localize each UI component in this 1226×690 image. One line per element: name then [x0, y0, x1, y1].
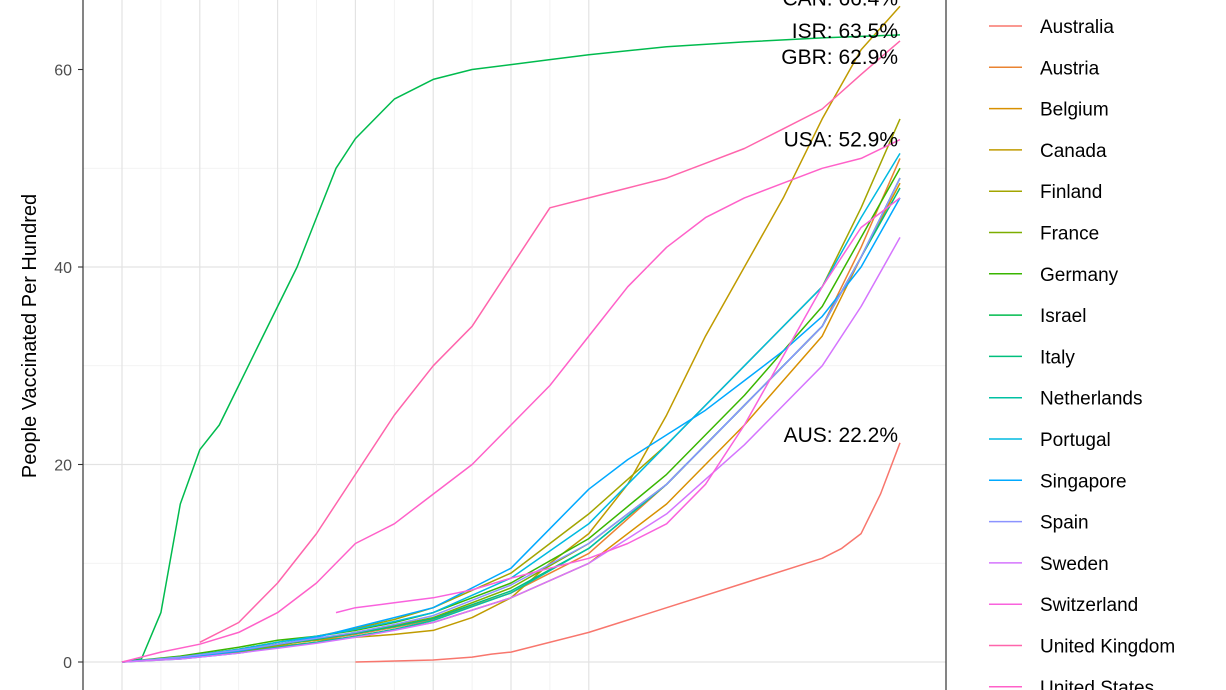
legend-label: Finland: [1040, 182, 1102, 203]
series-lines: [121, 5, 901, 663]
legend-label: United States: [1040, 678, 1154, 690]
series-line-australia: [355, 442, 901, 663]
y-tick-label: 20: [54, 458, 72, 475]
legend-label: Belgium: [1040, 100, 1109, 121]
series-line-switzerland: [335, 197, 901, 614]
series-line-portugal: [121, 153, 901, 663]
y-tick-label: 0: [63, 655, 72, 672]
series-line-united-states: [121, 138, 901, 663]
series-line-spain: [121, 177, 901, 663]
series-line-sweden: [121, 237, 901, 663]
series-end-label: AUS: 22.2%: [784, 424, 898, 447]
legend-label: Italy: [1040, 347, 1075, 368]
series-line-united-kingdom: [199, 40, 901, 643]
series-line-israel: [121, 34, 901, 663]
legend-label: Austria: [1040, 58, 1100, 79]
legend-label: Netherlands: [1040, 389, 1142, 410]
legend-label: United Kingdom: [1040, 637, 1175, 658]
legend-label: Germany: [1040, 265, 1119, 286]
y-tick-label: 40: [54, 260, 72, 277]
series-annotations: CAN: 66.4% ISR: 63.5% GBR: 62.9% USA: 52.9%…: [781, 0, 898, 447]
y-tick-label: 60: [54, 63, 72, 80]
legend-label: Spain: [1040, 513, 1089, 534]
series-end-label: USA: 52.9%: [784, 129, 898, 152]
legend-label: Sweden: [1040, 554, 1109, 575]
y-axis: 0 20 40 60: [54, 63, 83, 672]
legend: Australia Austria Belgium Canada Finland Fran…: [989, 17, 1175, 690]
legend-label: France: [1040, 224, 1099, 245]
series-end-label: ISR: 63.5%: [792, 20, 898, 43]
grid: [83, 0, 946, 690]
legend-label: Canada: [1040, 141, 1107, 162]
legend-label: Portugal: [1040, 430, 1111, 451]
legend-label: Australia: [1040, 17, 1114, 38]
legend-label: Switzerland: [1040, 595, 1138, 616]
series-end-label: GBR: 62.9%: [781, 46, 898, 69]
plot-panel-border: [82, 0, 947, 690]
legend-label: Singapore: [1040, 471, 1127, 492]
legend-label: Israel: [1040, 306, 1086, 327]
y-axis-title: People Vaccinated Per Hundred: [19, 194, 41, 478]
series-end-label: CAN: 66.4%: [782, 0, 898, 10]
